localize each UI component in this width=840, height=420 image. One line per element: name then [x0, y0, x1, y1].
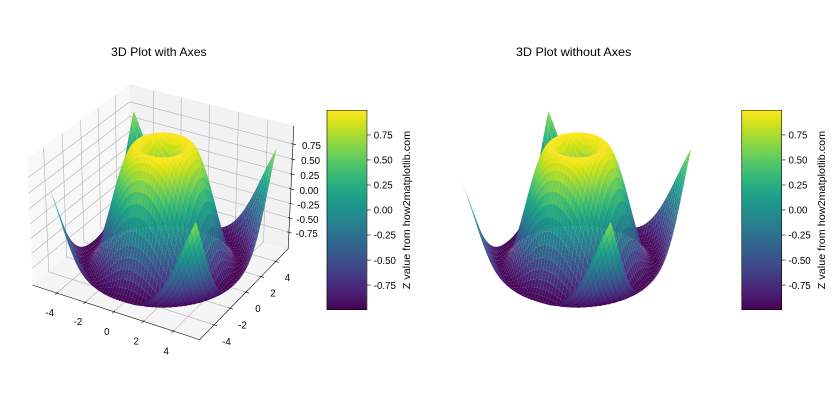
svg-text:0: 0 — [255, 304, 261, 315]
svg-text:Z value from how2matplotlib.co: Z value from how2matplotlib.com — [817, 131, 828, 289]
svg-text:0.00: 0.00 — [300, 186, 320, 197]
svg-text:-0.25: -0.25 — [297, 200, 319, 211]
svg-text:-2: -2 — [74, 317, 83, 328]
svg-text:0.75: 0.75 — [789, 131, 808, 142]
svg-text:2: 2 — [134, 337, 139, 348]
svg-text:-0.25: -0.25 — [374, 231, 396, 242]
svg-text:-0.75: -0.75 — [789, 281, 811, 292]
svg-text:0: 0 — [104, 327, 110, 338]
svg-text:-4: -4 — [222, 337, 231, 348]
svg-text:-4: -4 — [45, 308, 54, 319]
svg-text:4: 4 — [285, 273, 291, 284]
svg-text:3D Plot without Axes: 3D Plot without Axes — [516, 46, 632, 59]
svg-text:Z value from how2matplotlib.co: Z value from how2matplotlib.com — [402, 131, 413, 289]
svg-text:-0.75: -0.75 — [374, 281, 396, 292]
svg-text:-0.50: -0.50 — [789, 256, 812, 267]
svg-text:0.25: 0.25 — [789, 181, 808, 192]
svg-text:-0.25: -0.25 — [789, 231, 811, 242]
svg-text:2: 2 — [270, 288, 275, 299]
svg-text:3D Plot with Axes: 3D Plot with Axes — [111, 46, 207, 59]
svg-text:4: 4 — [163, 346, 169, 357]
svg-text:-0.75: -0.75 — [296, 229, 318, 240]
svg-text:0.75: 0.75 — [302, 141, 321, 152]
svg-text:0.25: 0.25 — [374, 181, 393, 192]
svg-text:0.00: 0.00 — [789, 206, 809, 217]
svg-text:0.50: 0.50 — [374, 156, 394, 167]
svg-text:-0.50: -0.50 — [296, 215, 319, 226]
svg-text:0.50: 0.50 — [789, 156, 809, 167]
svg-text:0.75: 0.75 — [374, 131, 393, 142]
svg-text:-0.50: -0.50 — [374, 256, 397, 267]
svg-text:0.25: 0.25 — [300, 171, 319, 182]
svg-text:0.00: 0.00 — [374, 206, 394, 217]
svg-text:-2: -2 — [238, 320, 247, 331]
svg-text:0.50: 0.50 — [301, 156, 321, 167]
